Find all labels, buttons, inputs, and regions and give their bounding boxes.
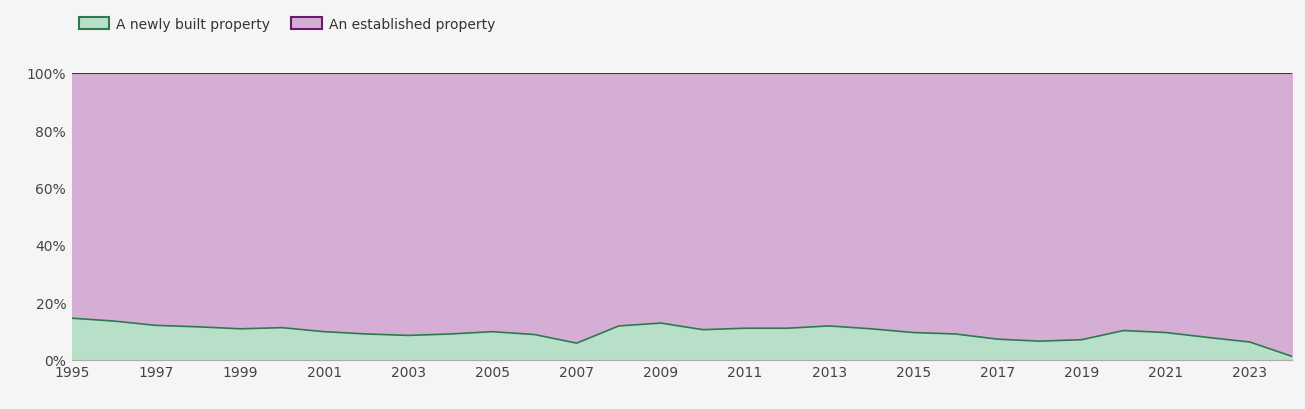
Legend: A newly built property, An established property: A newly built property, An established p… (78, 18, 495, 31)
